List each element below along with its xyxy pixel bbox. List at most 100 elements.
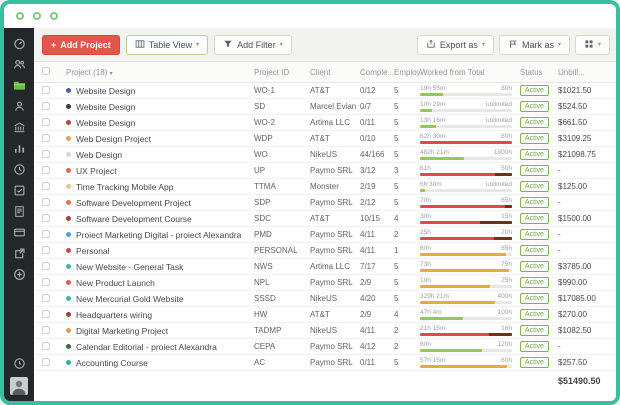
status-badge[interactable]: Active	[520, 228, 550, 241]
project-name[interactable]: Software Development Project	[76, 197, 191, 208]
table-row[interactable]: Web Design Project WDP AT&T 0/10 5 62h 3…	[34, 131, 616, 147]
reports-chart-icon[interactable]	[12, 141, 26, 155]
status-badge[interactable]: Active	[520, 148, 550, 161]
row-checkbox[interactable]	[42, 133, 50, 142]
status-badge[interactable]: Active	[520, 340, 550, 353]
project-name[interactable]: Personal	[76, 245, 110, 256]
status-badge[interactable]: Active	[520, 132, 550, 145]
row-checkbox[interactable]	[42, 229, 50, 238]
row-checkbox[interactable]	[42, 325, 50, 334]
project-name[interactable]: Headquarters wiring	[76, 309, 153, 320]
row-checkbox[interactable]	[42, 101, 50, 110]
status-badge[interactable]: Active	[520, 100, 550, 113]
column-header-completed[interactable]: Comple...	[360, 67, 394, 77]
table-row[interactable]: Personal PERSONAL Paymo SRL 4/11 1 80h 8…	[34, 243, 616, 259]
row-checkbox[interactable]	[42, 165, 50, 174]
row-checkbox[interactable]	[42, 261, 50, 270]
team-icon[interactable]	[12, 99, 26, 113]
project-name[interactable]: New Product Launch	[76, 277, 155, 288]
project-name[interactable]: Web Design Project	[76, 133, 151, 144]
table-row[interactable]: Software Development Project SDP Paymo S…	[34, 195, 616, 211]
export-as-dropdown[interactable]: Export as ▾	[416, 34, 494, 55]
user-avatar[interactable]	[10, 377, 28, 395]
table-row[interactable]: UX Project UP Paymo SRL 3/12 3 61h 50h	[34, 163, 616, 179]
status-badge[interactable]: Active	[520, 356, 550, 369]
clients-icon[interactable]	[12, 57, 26, 71]
status-badge[interactable]: Active	[520, 212, 550, 225]
status-badge[interactable]: Active	[520, 324, 550, 337]
status-badge[interactable]: Active	[520, 276, 550, 289]
table-row[interactable]: Proiect Marketing Digital - proiect Alex…	[34, 227, 616, 243]
tasks-check-icon[interactable]	[12, 183, 26, 197]
row-checkbox[interactable]	[42, 245, 50, 254]
table-row[interactable]: Headquarters wiring HW AT&T 2/9 4 47h 4m…	[34, 307, 616, 323]
row-checkbox[interactable]	[42, 293, 50, 302]
project-name[interactable]: Digital Marketing Project	[76, 325, 169, 336]
status-badge[interactable]: Active	[520, 244, 550, 257]
project-name[interactable]: Calendar Editorial - proiect Alexandra	[76, 341, 217, 352]
row-checkbox[interactable]	[42, 149, 50, 158]
column-header-project-id[interactable]: Project ID	[254, 67, 290, 77]
projects-folder-icon[interactable]	[12, 78, 26, 92]
row-checkbox[interactable]	[42, 213, 50, 222]
table-row[interactable]: Website Design SD Marcel Evian 0/7 5 10h…	[34, 99, 616, 115]
window-close-icon[interactable]	[16, 12, 24, 20]
project-name[interactable]: Website Design	[76, 117, 136, 128]
column-header-worked[interactable]: Worked from Total	[420, 67, 485, 77]
time-clock-icon[interactable]	[12, 162, 26, 176]
project-name[interactable]: Website Design	[76, 101, 136, 112]
status-badge[interactable]: Active	[520, 180, 550, 193]
row-checkbox[interactable]	[42, 277, 50, 286]
expenses-card-icon[interactable]	[12, 225, 26, 239]
window-maximize-icon[interactable]	[50, 12, 58, 20]
table-row[interactable]: Digital Marketing Project TADMP NikeUS 4…	[34, 323, 616, 339]
table-row[interactable]: Time Tracking Mobile App TTMA Monster 2/…	[34, 179, 616, 195]
window-minimize-icon[interactable]	[33, 12, 41, 20]
status-badge[interactable]: Active	[520, 260, 550, 273]
row-checkbox[interactable]	[42, 341, 50, 350]
project-name[interactable]: Web Design	[76, 149, 123, 160]
status-badge[interactable]: Active	[520, 308, 550, 321]
share-export-icon[interactable]	[12, 246, 26, 260]
column-header-status[interactable]: Status	[520, 67, 543, 77]
project-name[interactable]: Time Tracking Mobile App	[76, 181, 174, 192]
row-checkbox[interactable]	[42, 197, 50, 206]
row-checkbox[interactable]	[42, 85, 50, 94]
project-name[interactable]: Accounting Course	[76, 357, 148, 368]
view-options-dropdown[interactable]: ▾	[574, 34, 610, 55]
table-row[interactable]: New Website - General Task NWS Artima LL…	[34, 259, 616, 275]
add-plus-icon[interactable]	[12, 267, 26, 281]
project-name[interactable]: Software Development Course	[76, 213, 192, 224]
project-name[interactable]: Proiect Marketing Digital - proiect Alex…	[76, 229, 242, 240]
row-checkbox[interactable]	[42, 309, 50, 318]
project-name[interactable]: New Mercurial Gold Website	[76, 293, 184, 304]
status-badge[interactable]: Active	[520, 196, 550, 209]
status-badge[interactable]: Active	[520, 116, 550, 129]
column-header-client[interactable]: Client	[310, 67, 331, 77]
status-badge[interactable]: Active	[520, 292, 550, 305]
dashboard-icon[interactable]	[12, 36, 26, 50]
project-name[interactable]: New Website - General Task	[76, 261, 184, 272]
table-row[interactable]: Web Design WO NikeUS 44/166 5 482h 21m 1…	[34, 147, 616, 163]
status-badge[interactable]: Active	[520, 164, 550, 177]
row-checkbox[interactable]	[42, 117, 50, 126]
table-row[interactable]: Calendar Editorial - proiect Alexandra C…	[34, 339, 616, 355]
column-header-project[interactable]: Project (18) ▾	[66, 67, 113, 77]
invoices-icon[interactable]	[12, 204, 26, 218]
add-project-button[interactable]: + Add Project	[42, 34, 120, 55]
table-view-dropdown[interactable]: Table View ▾	[125, 34, 209, 55]
add-filter-dropdown[interactable]: Add Filter ▾	[214, 34, 292, 55]
project-name[interactable]: UX Project	[76, 165, 117, 176]
column-header-employees[interactable]: Employees...	[394, 67, 420, 77]
row-checkbox[interactable]	[42, 357, 50, 366]
row-checkbox[interactable]	[42, 181, 50, 190]
table-row[interactable]: New Mercurial Gold Website SSSD NikeUS 4…	[34, 291, 616, 307]
table-row[interactable]: Website Design WO-1 AT&T 0/12 5 19h 55m …	[34, 83, 616, 99]
project-name[interactable]: Website Design	[76, 85, 136, 96]
status-badge[interactable]: Active	[520, 84, 550, 97]
bank-icon[interactable]	[12, 120, 26, 134]
timer-icon[interactable]	[12, 356, 26, 370]
column-header-unbilled[interactable]: Unbill...	[558, 67, 585, 77]
table-row[interactable]: New Product Launch NPL Paymo SRL 2/9 5 1…	[34, 275, 616, 291]
table-row[interactable]: Software Development Course SDC AT&T 10/…	[34, 211, 616, 227]
